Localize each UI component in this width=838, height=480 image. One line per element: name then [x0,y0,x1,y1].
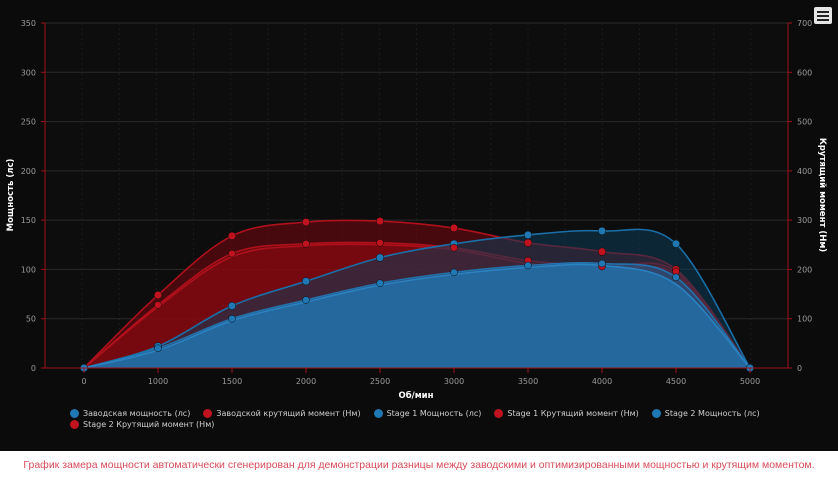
dyno-chart: 0501001502002503003500100200300400500600… [6,19,827,401]
x-tick-label: 1000 [148,377,168,386]
stage2-power-point [523,230,533,239]
x-tick-label: 0 [81,377,86,386]
stage1-power-point [302,296,310,304]
stage2-torque-point [523,238,533,247]
legend-label: Stage 2 Крутящий момент (Нм) [83,420,215,429]
legend-dot-icon [373,409,383,418]
left-tick-label: 50 [26,315,36,324]
stage2-torque-point [301,218,311,227]
right-axis-title: Крутящий момент (Нм) [817,138,827,252]
stage2-power-point [227,301,237,310]
legend-item-stage2-torque[interactable]: Stage 2 Крутящий момент (Нм) [70,420,214,429]
stage1-torque-point [302,240,310,248]
stage1-power-point [154,344,162,353]
stage1-power-line [83,261,751,369]
legend-item-stage1-power[interactable]: Stage 1 Мощность (лс) [373,409,482,418]
right-tick-label: 400 [797,167,812,176]
stage1-torque-point [376,239,384,247]
left-tick-label: 350 [21,19,36,28]
menu-icon-bar [817,15,829,17]
stage1-torque-point [228,249,236,258]
chart-menu-button[interactable] [814,7,832,24]
left-tick-label: 100 [21,265,36,274]
legend-item-stock-power[interactable]: Заводская мощность (лс) [70,409,190,418]
legend-dot-icon [70,420,79,429]
x-axis-title: Об/мин [398,390,433,401]
left-tick-label: 250 [21,118,36,127]
menu-icon-bar [817,11,829,13]
x-tick-label: 3000 [444,377,464,386]
stage1-power-point [672,273,680,282]
x-tick-label: 4000 [592,377,612,386]
legend-item-stage1-torque[interactable]: Stage 1 Крутящий момент (Нм) [494,409,639,418]
stage2-torque-point [153,291,163,300]
chart-legend: Заводская мощность (лс) Заводской крутящи… [70,409,790,431]
x-tick-label: 5000 [740,377,760,386]
legend-label: Stage 2 Мощность (лс) [664,409,760,418]
legend-label: Заводская мощность (лс) [83,409,191,418]
stage2-power-point [597,226,607,236]
right-tick-label: 200 [797,265,812,274]
stage2-torque-point [375,217,385,226]
legend-dot-icon [203,409,213,418]
stage1-power-point [598,259,606,268]
right-tick-label: 600 [797,68,812,77]
stage1-power-point [524,261,532,270]
x-tick-label: 2500 [370,377,390,386]
stock-power-area [84,264,750,368]
legend-dot-icon [651,409,661,418]
left-tick-label: 150 [21,216,36,225]
menu-icon-bar [817,19,829,21]
stage2-torque-point [449,223,459,233]
legend-item-stage2-power[interactable]: Stage 2 Мощность (лс) [651,409,760,418]
legend-label: Заводской крутящий момент (Нм) [216,409,361,418]
stage1-torque-point [450,243,458,252]
chart-panel: 0 50 100 150 200 250 300 350 0 100 200 300 400 500 600… [0,0,838,451]
stage1-power-point [228,314,236,323]
right-tick-label: 500 [797,118,812,127]
legend-dot-icon [70,409,79,418]
x-tick-label: 3500 [518,377,538,386]
stage1-torque-point [154,301,162,309]
stage2-power-line [83,228,751,369]
right-tick-label: 700 [797,19,812,28]
x-tick-label: 1500 [222,377,242,386]
stage2-power-point [671,239,681,248]
left-tick-label: 200 [21,167,36,176]
right-tick-label: 100 [797,315,812,324]
right-tick-label: 0 [797,364,802,373]
left-axis-title: Мощность (лс) [6,159,16,232]
stage2-power-point [301,277,311,286]
left-tick-label: 300 [21,68,36,77]
stage2-power-point [375,253,385,262]
left-tick-label: 0 [31,364,36,373]
stage1-power-point [376,279,384,287]
x-tick-label: 2000 [296,377,316,386]
stage2-torque-point [597,247,607,256]
legend-label: Stage 1 Мощность (лс) [386,409,482,418]
chart-footer-note: График замера мощности автоматически сге… [23,459,815,471]
right-tick-label: 300 [797,216,812,225]
stage2-torque-point [227,231,237,240]
x-tick-label: 4500 [666,377,686,386]
stage1-power-point [450,268,458,277]
legend-item-stock-torque[interactable]: Заводской крутящий момент (Нм) [203,409,361,418]
stock-power-line [83,263,751,369]
legend-dot-icon [494,409,504,418]
legend-label: Stage 1 Крутящий момент (Нм) [507,409,639,418]
